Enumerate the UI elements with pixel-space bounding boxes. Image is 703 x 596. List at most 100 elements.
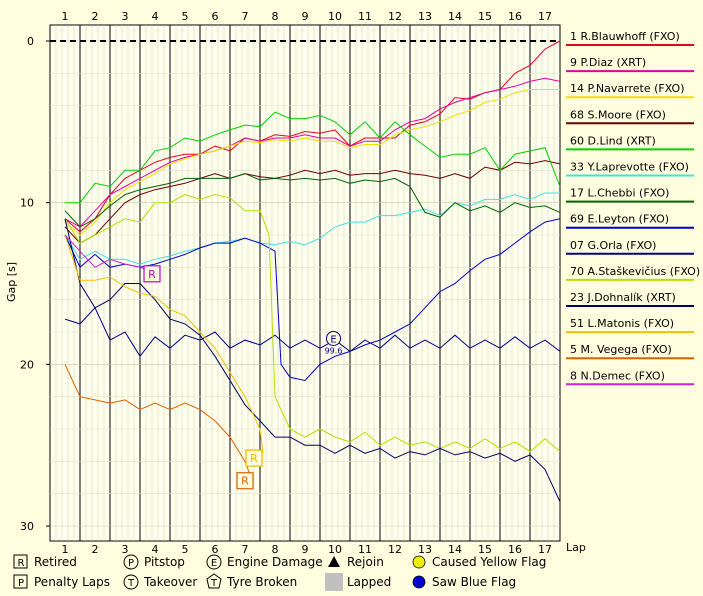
key-label: Pitstop — [144, 555, 185, 569]
key-symbol-letter: R — [18, 558, 25, 569]
lap-tick-bottom: 15 — [478, 543, 492, 556]
key-label: Takeover — [143, 575, 197, 589]
key-symbol-dot — [412, 555, 426, 569]
lap-tick-bottom: 9 — [302, 543, 309, 556]
legend-entry: 33 Y.Laprevotte (FXO) — [570, 161, 689, 174]
lap-tick-bottom: 5 — [182, 543, 189, 556]
retired-marker-label: R — [250, 452, 258, 465]
legend-entry: 9 P.Diaz (XRT) — [570, 56, 646, 69]
legend-entry: 23 J.Dohnalík (XRT) — [570, 291, 676, 304]
key-label: Rejoin — [347, 555, 384, 569]
engine-damage-marker-label: E — [330, 334, 336, 345]
key-symbol-letter: T — [210, 578, 218, 589]
key-symbol-circle — [206, 554, 222, 570]
y-tick-label: 10 — [20, 197, 34, 210]
lap-tick-bottom: 11 — [358, 543, 372, 556]
lap-tick-bottom: 17 — [538, 543, 552, 556]
engine-damage-marker — [326, 330, 341, 346]
engine-damage-value: 99.6 — [325, 346, 343, 355]
series-line-13 — [64, 364, 252, 478]
lap-tick-bottom: 1 — [62, 543, 69, 556]
lap-tick-top: 2 — [92, 10, 99, 23]
lap-tick-bottom: 6 — [212, 543, 219, 556]
series-lines — [64, 40, 561, 503]
lap-tick-top: 9 — [302, 10, 309, 23]
lap-tick-top: 8 — [272, 10, 279, 23]
lap-tick-top: 6 — [212, 10, 219, 23]
key-label: Caused Yellow Flag — [432, 555, 546, 569]
key-symbol-circle — [123, 554, 139, 570]
legend-entry: 5 M. Vegega (FXO) — [570, 343, 672, 356]
series-line-7 — [64, 173, 561, 228]
lap-tick-top: 11 — [358, 10, 372, 23]
lap-tick-top: 14 — [448, 10, 462, 23]
key-symbol-triangle — [328, 556, 340, 567]
lap-tick-bottom: 16 — [508, 543, 522, 556]
series-line-6 — [64, 192, 560, 265]
series-line-2 — [64, 77, 561, 228]
symbol-key: R Retired P Pitstop E Engine Damage Rejoin Caus… — [13, 554, 546, 591]
lap-tick-bottom: 7 — [242, 543, 249, 556]
lap-tick-top: 1 — [62, 10, 69, 23]
lap-tick-bottom: 13 — [418, 543, 432, 556]
series-line-14 — [64, 234, 156, 273]
key-symbol-letter: P — [18, 578, 24, 589]
lap-tick-top: 7 — [242, 10, 249, 23]
series-line-1 — [64, 40, 561, 233]
x-axis-label: Lap — [566, 541, 586, 554]
retired-marker-label: R — [241, 475, 249, 488]
series-line-9 — [64, 306, 561, 358]
legend: 1 R.Blauwhoff (FXO) 9 P.Diaz (XRT) 14 P.Na… — [566, 30, 700, 386]
series-line-5 — [65, 111, 561, 204]
key-label: Engine Damage — [227, 555, 323, 569]
lap-tick-bottom: 10 — [328, 543, 342, 556]
key-symbol-pentagon — [206, 573, 222, 589]
lap-tick-top: 15 — [478, 10, 492, 23]
grid-lines — [50, 25, 560, 541]
key-label: Penalty Laps — [34, 575, 110, 589]
lap-tick-bottom: 2 — [92, 543, 99, 556]
lap-tick-top: 3 — [122, 10, 129, 23]
series-line-10 — [64, 194, 561, 453]
lap-tick-top: 5 — [182, 10, 189, 23]
series-line-3 — [64, 89, 560, 236]
retired-marker — [236, 472, 254, 490]
lap-tick-top: 16 — [508, 10, 522, 23]
key-symbol-letter: E — [211, 558, 217, 569]
lap-tick-top: 13 — [418, 10, 432, 23]
legend-entry: 68 S.Moore (FXO) — [570, 108, 666, 121]
key-label: Saw Blue Flag — [432, 575, 516, 589]
y-axis-label: Gap [s] — [5, 262, 18, 302]
legend-entry: 07 G.Orla (FXO) — [570, 239, 656, 252]
retired-marker — [245, 449, 263, 467]
lap-tick-top: 17 — [538, 10, 552, 23]
legend-entry: 51 L.Matonis (FXO) — [570, 317, 674, 330]
lap-tick-bottom: 12 — [388, 543, 402, 556]
series-line-12 — [64, 234, 264, 454]
key-symbol-lapped — [325, 573, 343, 591]
legend-entry: 14 P.Navarrete (FXO) — [570, 82, 685, 95]
series-line-11 — [64, 218, 561, 503]
key-label: Tyre Broken — [226, 575, 297, 589]
lap-tick-top: 10 — [328, 10, 342, 23]
legend-entry: 8 N.Demec (FXO) — [570, 369, 665, 382]
key-symbol-box — [13, 574, 28, 589]
y-tick-label: 30 — [20, 520, 34, 533]
key-symbol-letter: P — [128, 558, 134, 569]
key-symbol-dot — [412, 575, 426, 589]
legend-entry: 69 E.Leyton (FXO) — [570, 213, 669, 226]
lap-tick-top: 4 — [152, 10, 159, 23]
y-tick-label: 0 — [27, 35, 34, 48]
lap-tick-top: 12 — [388, 10, 402, 23]
retired-marker-label: R — [148, 268, 156, 281]
series-line-8 — [64, 218, 561, 382]
y-tick-label: 20 — [20, 358, 34, 371]
key-label: Lapped — [347, 575, 391, 589]
legend-entry: 60 D.Lind (XRT) — [570, 134, 656, 147]
retired-marker — [143, 265, 161, 283]
key-label: Retired — [34, 555, 77, 569]
lap-tick-bottom: 3 — [122, 543, 129, 556]
series-line-4 — [64, 160, 561, 244]
